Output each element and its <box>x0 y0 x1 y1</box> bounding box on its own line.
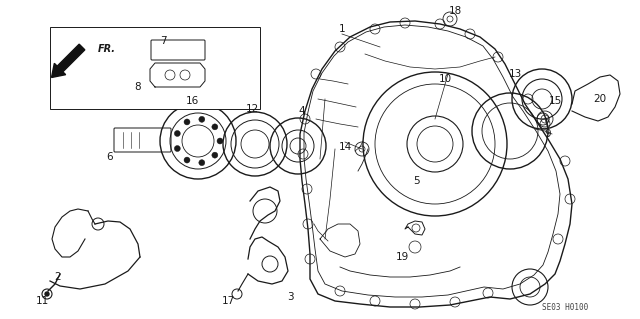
Text: 6: 6 <box>107 152 113 162</box>
Text: 16: 16 <box>186 96 198 106</box>
Circle shape <box>199 160 205 166</box>
Circle shape <box>184 157 190 163</box>
Circle shape <box>184 119 190 125</box>
Circle shape <box>212 124 218 130</box>
Text: 17: 17 <box>221 296 235 306</box>
Text: 12: 12 <box>245 104 259 114</box>
Text: 9: 9 <box>545 129 551 139</box>
Circle shape <box>174 145 180 152</box>
Text: 10: 10 <box>438 74 452 84</box>
Text: FR.: FR. <box>98 44 116 54</box>
Text: 18: 18 <box>449 6 461 16</box>
Text: 7: 7 <box>160 36 166 46</box>
Text: 8: 8 <box>134 82 141 92</box>
FancyArrow shape <box>51 44 85 78</box>
Bar <box>50 27 260 109</box>
Text: 20: 20 <box>593 94 607 104</box>
Text: 11: 11 <box>35 296 49 306</box>
Text: SE03 H0100: SE03 H0100 <box>542 302 588 311</box>
Text: 2: 2 <box>54 272 61 282</box>
Text: 5: 5 <box>413 176 420 186</box>
Circle shape <box>212 152 218 158</box>
Text: 13: 13 <box>508 69 522 79</box>
Text: 1: 1 <box>339 24 346 34</box>
Text: 15: 15 <box>548 96 562 106</box>
Circle shape <box>45 292 49 296</box>
Circle shape <box>199 116 205 122</box>
Circle shape <box>217 138 223 144</box>
Text: 3: 3 <box>287 292 293 302</box>
Text: 14: 14 <box>339 142 351 152</box>
Text: 19: 19 <box>396 252 408 262</box>
Text: 4: 4 <box>299 106 305 116</box>
Circle shape <box>174 130 180 137</box>
